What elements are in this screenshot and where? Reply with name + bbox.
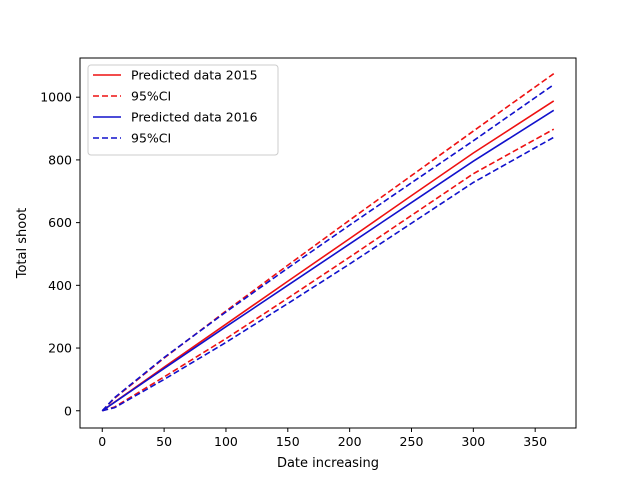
legend-label: 95%CI: [131, 131, 171, 146]
x-tick-label: 150: [276, 434, 300, 449]
x-tick-label: 100: [214, 434, 238, 449]
y-tick-label: 400: [48, 278, 72, 293]
plot-frame: [79, 57, 577, 429]
series-line-2: [102, 128, 555, 412]
x-tick-label: 250: [400, 434, 424, 449]
legend-box: [87, 64, 279, 156]
series-line-0: [101, 100, 555, 412]
series-line-3: [101, 109, 555, 412]
series-line-5: [102, 136, 555, 412]
legend-label: Predicted data 2016: [131, 110, 258, 125]
x-tick-label: 350: [523, 434, 547, 449]
x-axis: 0 50 100 150 200 250 300 350: [98, 428, 547, 449]
legend: Predicted data 2015 95%CI Predicted data 2…: [87, 64, 279, 156]
x-tick-label: 300: [461, 434, 485, 449]
x-tick-label: 0: [98, 434, 106, 449]
series-layer: [101, 73, 555, 412]
y-tick-label: 200: [48, 341, 72, 356]
y-tick-label: 600: [48, 215, 72, 230]
y-tick-label: 1000: [40, 90, 72, 105]
y-tick-label: 0: [64, 403, 72, 418]
x-tick-label: 50: [156, 434, 172, 449]
legend-label: Predicted data 2015: [131, 68, 258, 83]
x-axis-label: Date increasing: [277, 456, 379, 471]
y-axis: 0 200 400 600 800 1000: [40, 90, 80, 418]
x-tick-label: 200: [338, 434, 362, 449]
series-line-4: [101, 83, 555, 412]
y-tick-label: 800: [48, 152, 72, 167]
y-axis-label: Total shoot: [15, 208, 30, 280]
legend-label: 95%CI: [131, 89, 171, 104]
